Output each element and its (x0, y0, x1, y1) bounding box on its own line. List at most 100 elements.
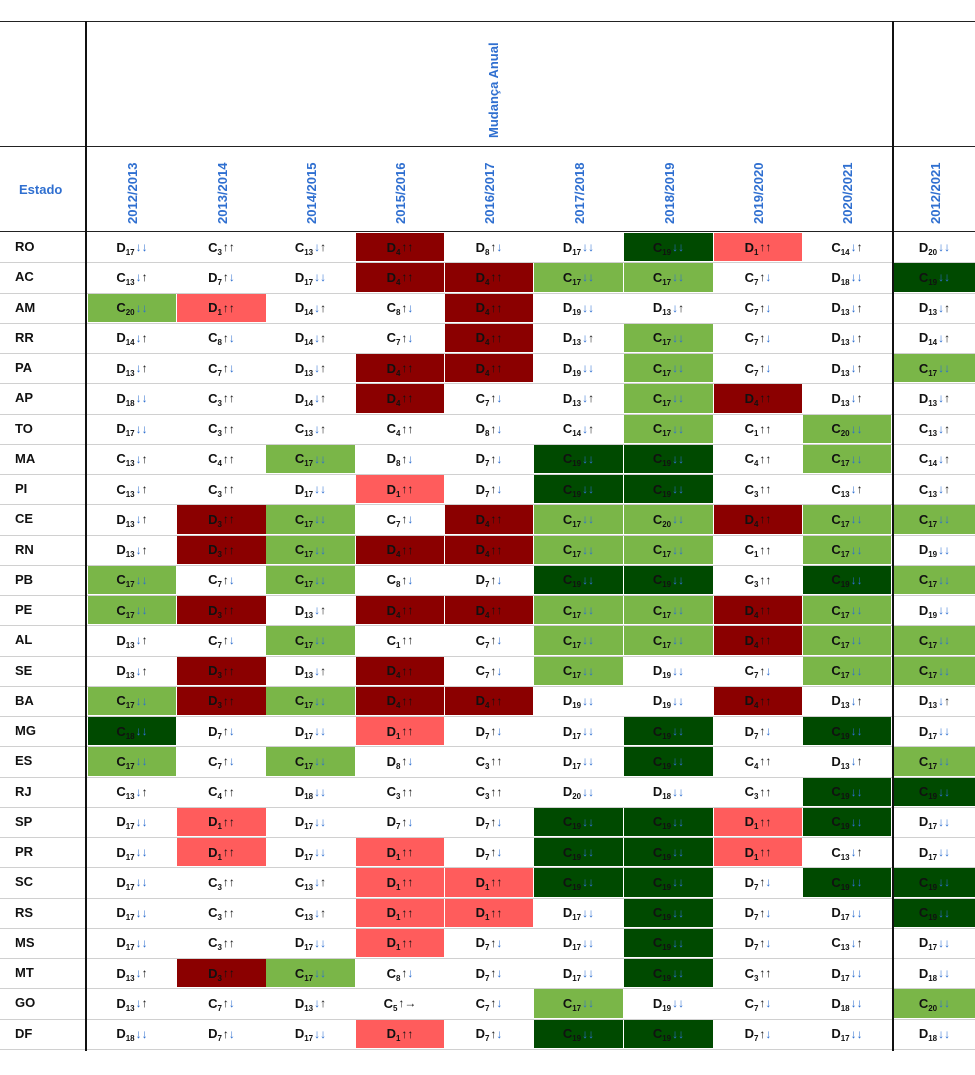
arrow-up-icon: ↑ (944, 693, 951, 708)
row-divider (0, 1048, 975, 1050)
table-cell: C17 ↓↓ (534, 535, 623, 564)
trend-arrows: ↓↑ (314, 391, 326, 405)
cell-class: C20 (652, 511, 672, 529)
cell-index: 13 (840, 701, 850, 711)
cell-index: 17 (840, 550, 850, 560)
cell-index: 18 (662, 792, 672, 802)
trend-arrows: ↓↓ (314, 482, 326, 496)
arrow-down-icon: ↓ (314, 421, 321, 436)
cell-class: D4 (475, 300, 490, 318)
cell-class: D17 (294, 844, 314, 862)
table-cell: C13 ↓↑ (88, 475, 176, 504)
arrow-down-icon: ↓ (765, 663, 772, 678)
cell-index: 7 (217, 368, 222, 378)
table-cell: D17 ↓↓ (266, 475, 355, 504)
trend-arrows: ↑↓ (223, 573, 235, 587)
period-header: 2018/2019 (661, 162, 677, 224)
arrow-up-icon: ↑ (228, 784, 235, 799)
table-cell: C3 ↑↑ (177, 898, 266, 927)
cell-index: 14 (304, 398, 314, 408)
cell-index: 17 (125, 761, 135, 771)
cell-index: 4 (753, 640, 759, 650)
trend-arrows: ↓↓ (851, 815, 863, 829)
trend-arrows: ↑↑ (759, 240, 771, 254)
trend-arrows: ↑↑ (490, 301, 502, 315)
cell-class: D4 (744, 511, 759, 529)
trend-arrows: ↓↓ (851, 512, 863, 526)
cell-index: 13 (840, 943, 850, 953)
arrow-up-icon: ↑ (398, 996, 405, 1011)
cell-index: 17 (572, 247, 582, 257)
trend-arrows: ↑↑ (759, 543, 771, 557)
cell-index: 17 (928, 640, 938, 650)
table-cell: D4 ↑↑ (356, 354, 444, 383)
cell-class: D3 (208, 602, 222, 620)
table-cell: D1 ↑↑ (445, 868, 533, 897)
trend-arrows: ↑↑ (490, 906, 502, 920)
cell-index: 18 (840, 1003, 850, 1013)
trend-arrows: ↓↓ (582, 936, 594, 950)
arrow-up-icon: ↑ (222, 330, 229, 345)
table-cell: D20 ↓↓ (534, 777, 623, 806)
trend-arrows: ↑↑ (490, 361, 502, 375)
header-mid-rule (0, 146, 975, 147)
arrow-down-icon: ↓ (582, 693, 589, 708)
trend-arrows: ↑↓ (490, 936, 502, 950)
trend-arrows: ↑↑ (401, 391, 413, 405)
state-label: AP (15, 390, 34, 406)
cell-index: 8 (484, 429, 490, 439)
table-cell: D17 ↓↓ (266, 263, 355, 292)
table-cell: C3 ↑↑ (177, 868, 266, 897)
trend-arrows: ↓↓ (582, 512, 594, 526)
table-cell: C8 ↑↓ (356, 293, 444, 322)
trend-arrows: ↓↓ (672, 633, 684, 647)
arrow-down-icon: ↓ (135, 1026, 142, 1041)
arrow-down-icon: ↓ (678, 784, 685, 799)
cell-index: 4 (395, 247, 401, 257)
cell-index: 7 (753, 731, 759, 741)
table-cell: C7 ↑↓ (714, 656, 802, 685)
arrow-up-icon: ↑ (141, 996, 148, 1011)
arrow-up-icon: ↑ (490, 1026, 497, 1041)
trend-arrows: ↑↓ (401, 301, 413, 315)
cell-class: C8 (386, 965, 401, 983)
arrow-down-icon: ↓ (496, 391, 503, 406)
cell-class: C4 (386, 421, 401, 439)
arrow-up-icon: ↑ (496, 603, 503, 618)
table-cell: C13 ↓↑ (266, 898, 355, 927)
arrow-up-icon: ↑ (759, 240, 766, 255)
table-cell: C7 ↑↓ (714, 323, 802, 352)
arrow-up-icon: ↑ (407, 875, 414, 890)
cell-class: D7 (744, 723, 759, 741)
cell-class: D1 (744, 814, 759, 832)
trend-arrows: ↓↓ (851, 573, 863, 587)
table-cell: C7 ↑↓ (177, 626, 266, 655)
period-header: 2017/2018 (571, 162, 587, 224)
arrow-up-icon: ↑ (222, 361, 229, 376)
cell-index: 17 (304, 277, 314, 287)
cell-index: 17 (125, 610, 135, 620)
table-cell: D1 ↑↑ (356, 717, 444, 746)
table-cell: D1 ↑↑ (714, 233, 802, 262)
cell-class: D1 (386, 723, 401, 741)
table-cell: D1 ↑↑ (445, 898, 533, 927)
cell-class: D4 (744, 632, 759, 650)
arrow-down-icon: ↓ (944, 1026, 951, 1041)
arrow-down-icon: ↓ (938, 361, 945, 376)
cell-class: C19 (652, 814, 672, 832)
arrow-up-icon: ↑ (765, 240, 772, 255)
arrow-down-icon: ↓ (938, 754, 945, 769)
arrow-up-icon: ↑ (401, 845, 408, 860)
table-cell: C17 ↓↓ (894, 354, 975, 383)
arrow-down-icon: ↓ (672, 996, 679, 1011)
cell-class: D3 (208, 693, 222, 711)
cell-index: 17 (662, 398, 672, 408)
arrow-down-icon: ↓ (320, 1026, 327, 1041)
cell-class: D19 (652, 995, 672, 1013)
arrow-down-icon: ↓ (135, 572, 142, 587)
trend-arrows: ↑↓ (759, 664, 771, 678)
cell-class: D19 (652, 663, 672, 681)
cell-index: 1 (484, 913, 490, 923)
cell-index: 8 (395, 308, 401, 318)
